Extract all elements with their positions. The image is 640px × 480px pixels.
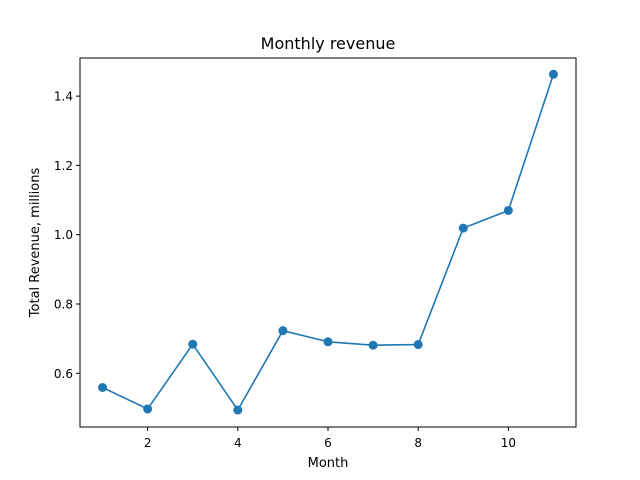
x-tick-label: 2: [144, 436, 152, 450]
data-point: [323, 337, 333, 347]
y-tick-label: 1.0: [54, 228, 73, 242]
data-point: [233, 405, 243, 415]
x-tick-label: 6: [324, 436, 332, 450]
chart-title: Monthly revenue: [261, 34, 396, 53]
y-axis-label: Total Revenue, millions: [28, 168, 43, 319]
series-layer: [98, 69, 558, 415]
data-point: [188, 339, 198, 349]
y-tick-label: 0.8: [54, 298, 73, 312]
y-tick-label: 1.4: [54, 90, 73, 104]
data-point: [458, 223, 468, 233]
data-point: [413, 340, 423, 350]
y-tick-label: 0.6: [54, 367, 73, 381]
x-tick-label: 10: [501, 436, 516, 450]
data-point: [143, 404, 153, 414]
y-axis-ticks: 0.6 0.8 1.0 1.2 1.4: [54, 90, 80, 381]
data-point: [503, 205, 513, 215]
plot-area-frame: [79, 57, 577, 428]
data-point: [98, 383, 108, 393]
data-point: [368, 340, 378, 350]
x-tick-label: 4: [234, 436, 242, 450]
x-axis-ticks: 2 4 6 8 10: [144, 427, 516, 450]
data-point: [548, 69, 558, 79]
y-tick-label: 1.2: [54, 159, 73, 173]
data-point: [278, 326, 288, 336]
x-axis-label: Month: [308, 456, 349, 471]
x-tick-label: 8: [414, 436, 422, 450]
